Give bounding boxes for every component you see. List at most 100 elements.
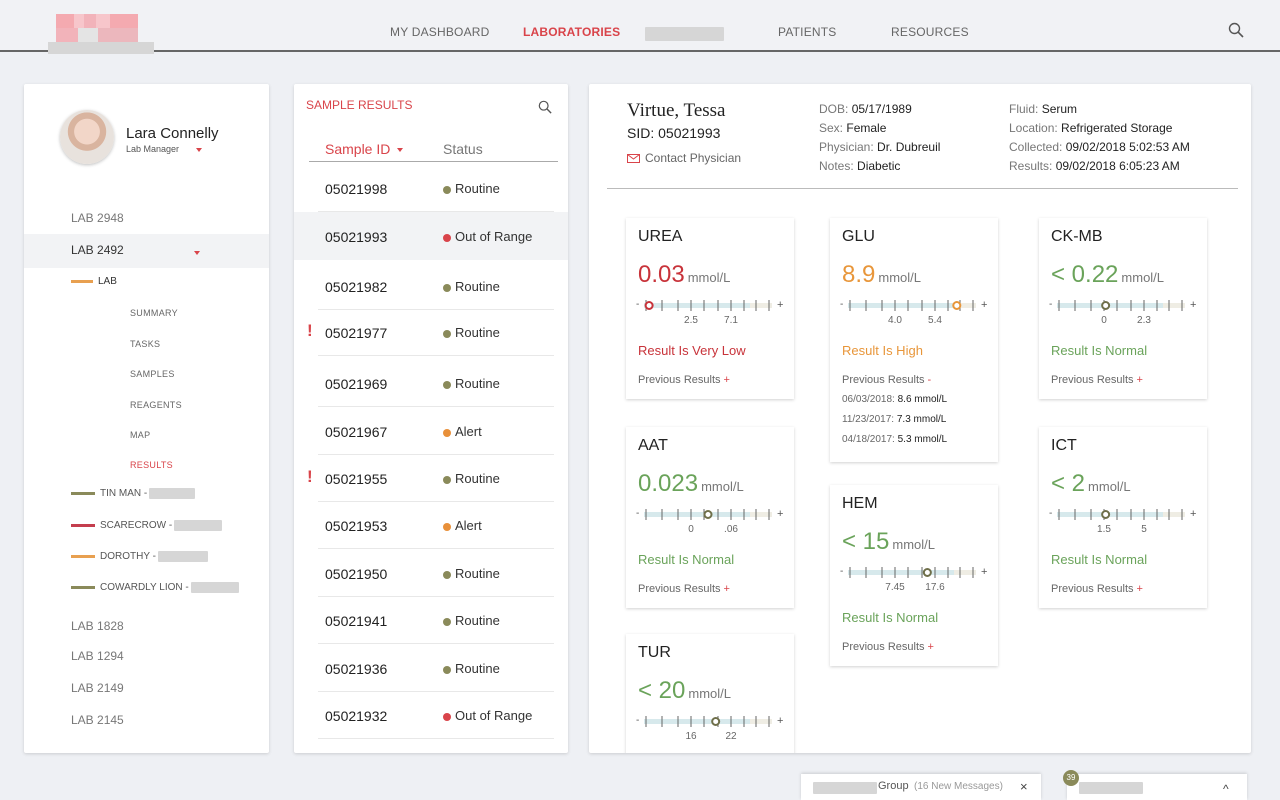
table-row[interactable]: 05021982 Routine [294, 262, 568, 310]
sidebar-subitem-tasks[interactable]: TASKS [130, 339, 161, 349]
scale-label-high: 5 [1141, 524, 1147, 535]
test-card-aat[interactable]: AAT 0.023 mmol/L - +0 .06 Result Is Normal Prev… [626, 427, 794, 608]
sidebar-team-item[interactable]: DOROTHY - [71, 551, 208, 562]
chat-direct-tab[interactable]: 39 ^ [1063, 770, 1247, 800]
table-row[interactable]: ! 05021955 Routine [294, 454, 568, 502]
sidebar-sub-heading[interactable]: LAB [71, 276, 117, 287]
table-row[interactable]: 05021936 Routine [294, 644, 568, 692]
collapse-icon[interactable]: - [927, 374, 932, 386]
expand-icon[interactable]: + [1136, 374, 1143, 386]
contact-physician-link[interactable]: Contact Physician [627, 151, 741, 165]
location-value: Refrigerated Storage [1061, 121, 1173, 135]
sidebar-item-lab-2149[interactable]: LAB 2149 [71, 681, 124, 695]
nav-my-dashboard[interactable]: MY DASHBOARD [390, 25, 490, 39]
test-card-ck-mb[interactable]: CK-MB < 0.22 mmol/L - +0 2.3 Result Is Normal P… [1039, 218, 1207, 399]
test-value-number: < 0.22 [1051, 261, 1119, 288]
sample-id: 05021993 [325, 229, 388, 245]
sidebar-subitem-samples[interactable]: SAMPLES [130, 369, 175, 379]
status-dot-icon [443, 618, 451, 626]
sample-id: 05021977 [325, 325, 388, 341]
chevron-down-icon[interactable] [195, 148, 202, 152]
sidebar-team-item[interactable]: COWARDLY LION - [71, 582, 239, 593]
sidebar-item-lab-2492[interactable]: LAB 2492 [71, 243, 124, 257]
status-text: Routine [455, 566, 500, 581]
collected-value: 09/02/2018 5:02:53 AM [1065, 140, 1190, 154]
sample-id: 05021953 [325, 518, 388, 534]
table-row[interactable]: ! 05021977 Routine [294, 308, 568, 356]
range-track-high [954, 303, 976, 308]
search-icon[interactable] [538, 100, 552, 114]
column-header-sample-id[interactable]: Sample ID [325, 141, 404, 157]
status-text: Alert [455, 424, 482, 439]
previous-results-label: Previous Results [638, 583, 721, 595]
chevron-up-icon[interactable]: ^ [1223, 782, 1229, 796]
test-card-urea[interactable]: UREA 0.03 mmol/L - +2.5 7.1 Result Is Very Low… [626, 218, 794, 399]
sort-desc-icon[interactable] [397, 148, 404, 153]
row-divider [318, 643, 554, 644]
table-row[interactable]: 05021953 Alert [294, 501, 568, 549]
chevron-down-icon[interactable] [194, 251, 200, 255]
range-track [848, 303, 976, 308]
nav-laboratories[interactable]: LABORATORIES [523, 25, 621, 39]
sidebar-subitem-reagents[interactable]: REAGENTS [130, 400, 182, 410]
sidebar-subitem-results[interactable]: RESULTS [130, 460, 173, 470]
sidebar-subitem-map[interactable]: MAP [130, 430, 151, 440]
previous-results-toggle[interactable]: Previous Results + [1051, 583, 1143, 595]
sidebar-team-item[interactable]: TIN MAN - [71, 488, 196, 499]
sidebar-item-lab-1294[interactable]: LAB 1294 [71, 649, 124, 663]
sidebar-team-item[interactable]: SCARECROW - [71, 520, 223, 532]
column-header-status[interactable]: Status [443, 141, 483, 157]
nav-redacted-item[interactable] [645, 27, 724, 41]
previous-results-toggle[interactable]: Previous Results + [1051, 374, 1143, 386]
previous-results-toggle[interactable]: Previous Results + [842, 641, 934, 653]
result-marker [644, 301, 654, 310]
previous-results-toggle[interactable]: Previous Results + [638, 374, 730, 386]
test-value-number: < 2 [1051, 470, 1086, 497]
range-track-high [750, 303, 772, 308]
test-card-glu[interactable]: GLU 8.9 mmol/L - +4.0 5.4 Result Is High Previo… [830, 218, 998, 462]
table-row[interactable]: 05021941 Routine [294, 596, 568, 644]
test-value: 0.023 mmol/L [638, 470, 744, 498]
scale-label-high: .06 [724, 524, 738, 535]
sidebar-item-lab-2145[interactable]: LAB 2145 [71, 713, 124, 727]
previous-results-toggle[interactable]: Previous Results - [842, 374, 931, 386]
expand-icon[interactable]: + [723, 374, 730, 386]
table-row[interactable]: 05021998 Routine [294, 164, 568, 212]
previous-results-toggle[interactable]: Previous Results + [638, 583, 730, 595]
avatar[interactable] [60, 110, 114, 164]
team-label: SCARECROW - [100, 520, 173, 532]
status-text: Out of Range [455, 708, 533, 723]
table-row[interactable]: 05021993 Out of Range [294, 212, 568, 260]
test-card-hem[interactable]: HEM < 15 mmol/L - +7.45 17.6 Result Is Normal P… [830, 485, 998, 666]
expand-icon[interactable]: + [723, 583, 730, 595]
sidebar-subitem-summary[interactable]: SUMMARY [130, 308, 178, 318]
expand-icon[interactable]: + [1136, 583, 1143, 595]
expand-icon[interactable]: + [927, 641, 934, 653]
status-dot-icon [443, 186, 451, 194]
test-card-ict[interactable]: ICT < 2 mmol/L - +1.5 5 Result Is Normal Previo… [1039, 427, 1207, 608]
user-role[interactable]: Lab Manager [126, 144, 202, 154]
sample-id: 05021950 [325, 566, 388, 582]
close-icon[interactable]: × [1020, 779, 1028, 794]
status-text: Routine [455, 279, 500, 294]
sidebar-item-lab-2948[interactable]: LAB 2948 [71, 211, 124, 225]
nav-patients[interactable]: PATIENTS [778, 25, 837, 39]
table-row[interactable]: 05021967 Alert [294, 407, 568, 455]
search-icon[interactable] [1228, 22, 1244, 38]
test-value: < 0.22 mmol/L [1051, 261, 1164, 289]
dob-row: DOB: 05/17/1989 [819, 100, 940, 119]
test-card-tur[interactable]: TUR < 20 mmol/L - +16 22 [626, 634, 794, 753]
test-unit: mmol/L [701, 479, 744, 494]
test-unit: mmol/L [1121, 270, 1165, 285]
minus-icon: - [636, 715, 639, 726]
sample-id: 05021998 [325, 181, 388, 197]
table-row[interactable]: 05021932 Out of Range [294, 691, 568, 739]
result-marker [711, 717, 721, 726]
table-row[interactable]: 05021950 Routine [294, 549, 568, 597]
history-value: 7.3 mmol/L [896, 414, 947, 425]
chat-group-tab[interactable]: Group (16 New Messages) × [801, 774, 1041, 800]
range-track [644, 303, 772, 308]
table-row[interactable]: 05021969 Routine [294, 359, 568, 407]
sidebar-item-lab-1828[interactable]: LAB 1828 [71, 619, 124, 633]
nav-resources[interactable]: RESOURCES [891, 25, 969, 39]
